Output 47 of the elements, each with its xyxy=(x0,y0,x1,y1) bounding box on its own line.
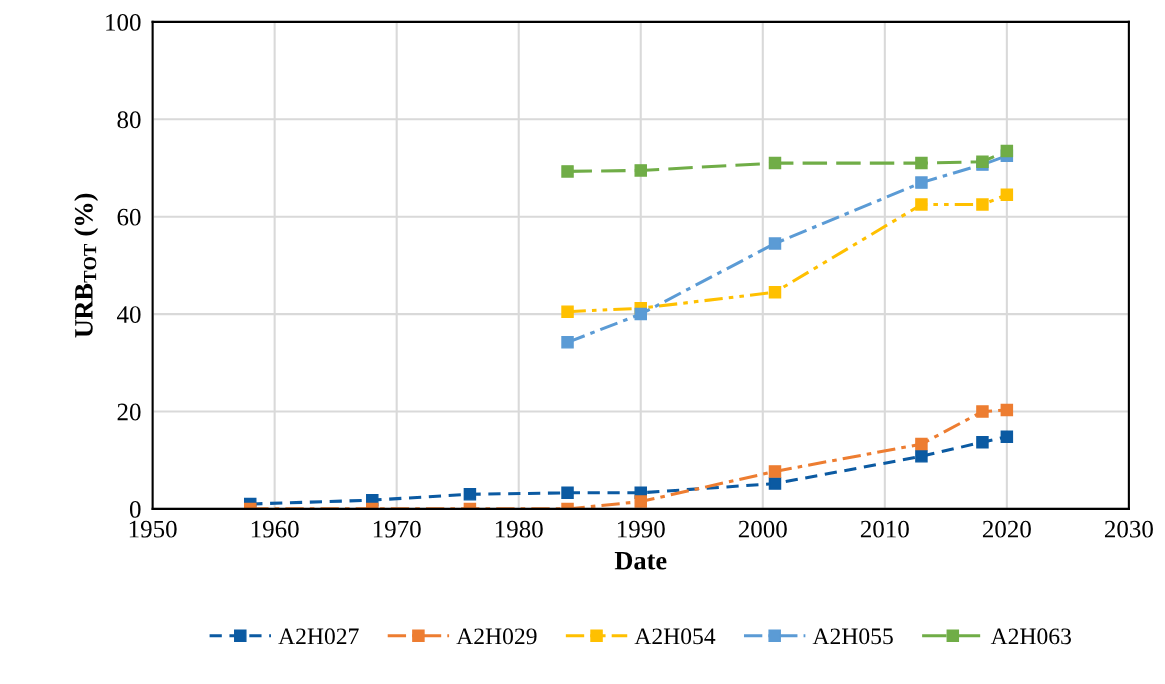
x-tick-label: 2010 xyxy=(860,520,909,538)
y-axis-title: URB$_{TOT}$ (%) xyxy=(74,193,99,338)
point xyxy=(561,486,574,500)
point xyxy=(634,164,648,177)
point xyxy=(915,450,928,463)
y-tick-label: 20 xyxy=(117,403,141,421)
legend-label: A2H029 xyxy=(456,628,537,645)
legend-label: A2H027 xyxy=(278,628,359,645)
point xyxy=(768,156,782,170)
x-tick-label: 1970 xyxy=(373,520,421,538)
point xyxy=(561,165,574,178)
point xyxy=(976,198,989,211)
legend-label: A2H063 xyxy=(990,628,1071,645)
y-tick-label: 40 xyxy=(116,306,141,324)
legend-label: A2H055 xyxy=(812,628,893,645)
point xyxy=(1000,188,1014,202)
point xyxy=(1000,144,1014,158)
point xyxy=(561,336,574,349)
point xyxy=(634,495,648,508)
point xyxy=(463,488,477,501)
point xyxy=(768,285,782,299)
x-tick-label: 2000 xyxy=(738,520,787,538)
point xyxy=(768,465,782,478)
point xyxy=(561,305,574,318)
y-tick-label: 0 xyxy=(129,500,141,518)
y-tick-label: 100 xyxy=(106,13,141,31)
point xyxy=(976,405,989,418)
x-axis-title: Date xyxy=(614,552,667,570)
point xyxy=(915,437,928,451)
point xyxy=(634,307,648,321)
x-tick-label: 2020 xyxy=(982,520,1031,538)
point xyxy=(976,435,989,449)
point xyxy=(1000,430,1014,444)
x-tick-label: 2030 xyxy=(1104,520,1153,538)
x-tick-label: 1960 xyxy=(251,520,299,538)
x-tick-label: 1980 xyxy=(495,520,543,538)
legend-label: A2H054 xyxy=(634,628,716,645)
point xyxy=(768,237,782,250)
point xyxy=(915,198,928,211)
y-tick-label: 60 xyxy=(117,208,141,226)
point xyxy=(915,156,928,170)
point xyxy=(1000,403,1014,417)
point xyxy=(768,477,782,490)
y-tick-label: 80 xyxy=(117,111,141,129)
x-tick-label: 1950 xyxy=(129,520,177,538)
point xyxy=(915,176,928,189)
x-tick-label: 1990 xyxy=(617,520,665,538)
